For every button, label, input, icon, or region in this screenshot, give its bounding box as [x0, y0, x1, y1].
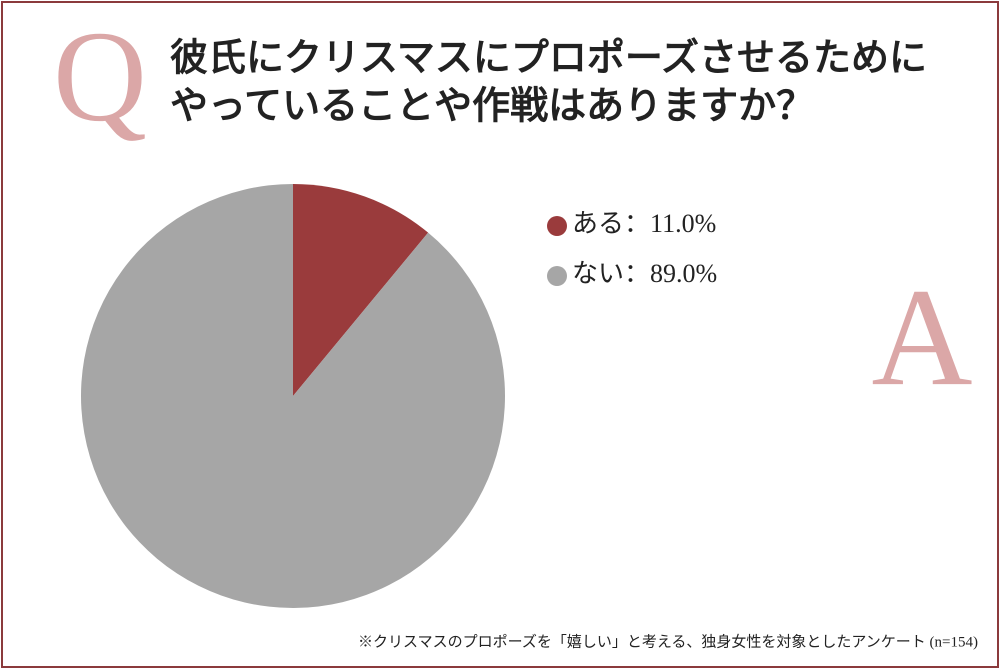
footnote: ※クリスマスのプロポーズを「嬉しい」と考える、独身女性を対象としたアンケート (…: [358, 632, 978, 650]
legend-label: ある：11.0%: [572, 209, 716, 238]
legend-category: ある: [572, 209, 624, 238]
pie-slice: [81, 184, 505, 608]
legend-value: 89.0%: [650, 259, 717, 288]
legend-swatch: [547, 266, 567, 286]
title-line: 彼氏にクリスマスにプロポーズさせるために: [170, 37, 927, 80]
legend-label: ない：89.0%: [572, 259, 717, 288]
question-mark: Q: [53, 5, 147, 149]
answer-mark: A: [871, 260, 972, 415]
pie-slice: [293, 184, 429, 396]
legend-separator: ：: [624, 259, 650, 288]
legend-category: ない: [572, 259, 624, 288]
legend-value: 11.0%: [650, 209, 716, 238]
legend-separator: ：: [624, 209, 650, 238]
legend-swatch: [547, 216, 567, 236]
title-line: やっていることや作戦はありますか？: [170, 86, 814, 128]
